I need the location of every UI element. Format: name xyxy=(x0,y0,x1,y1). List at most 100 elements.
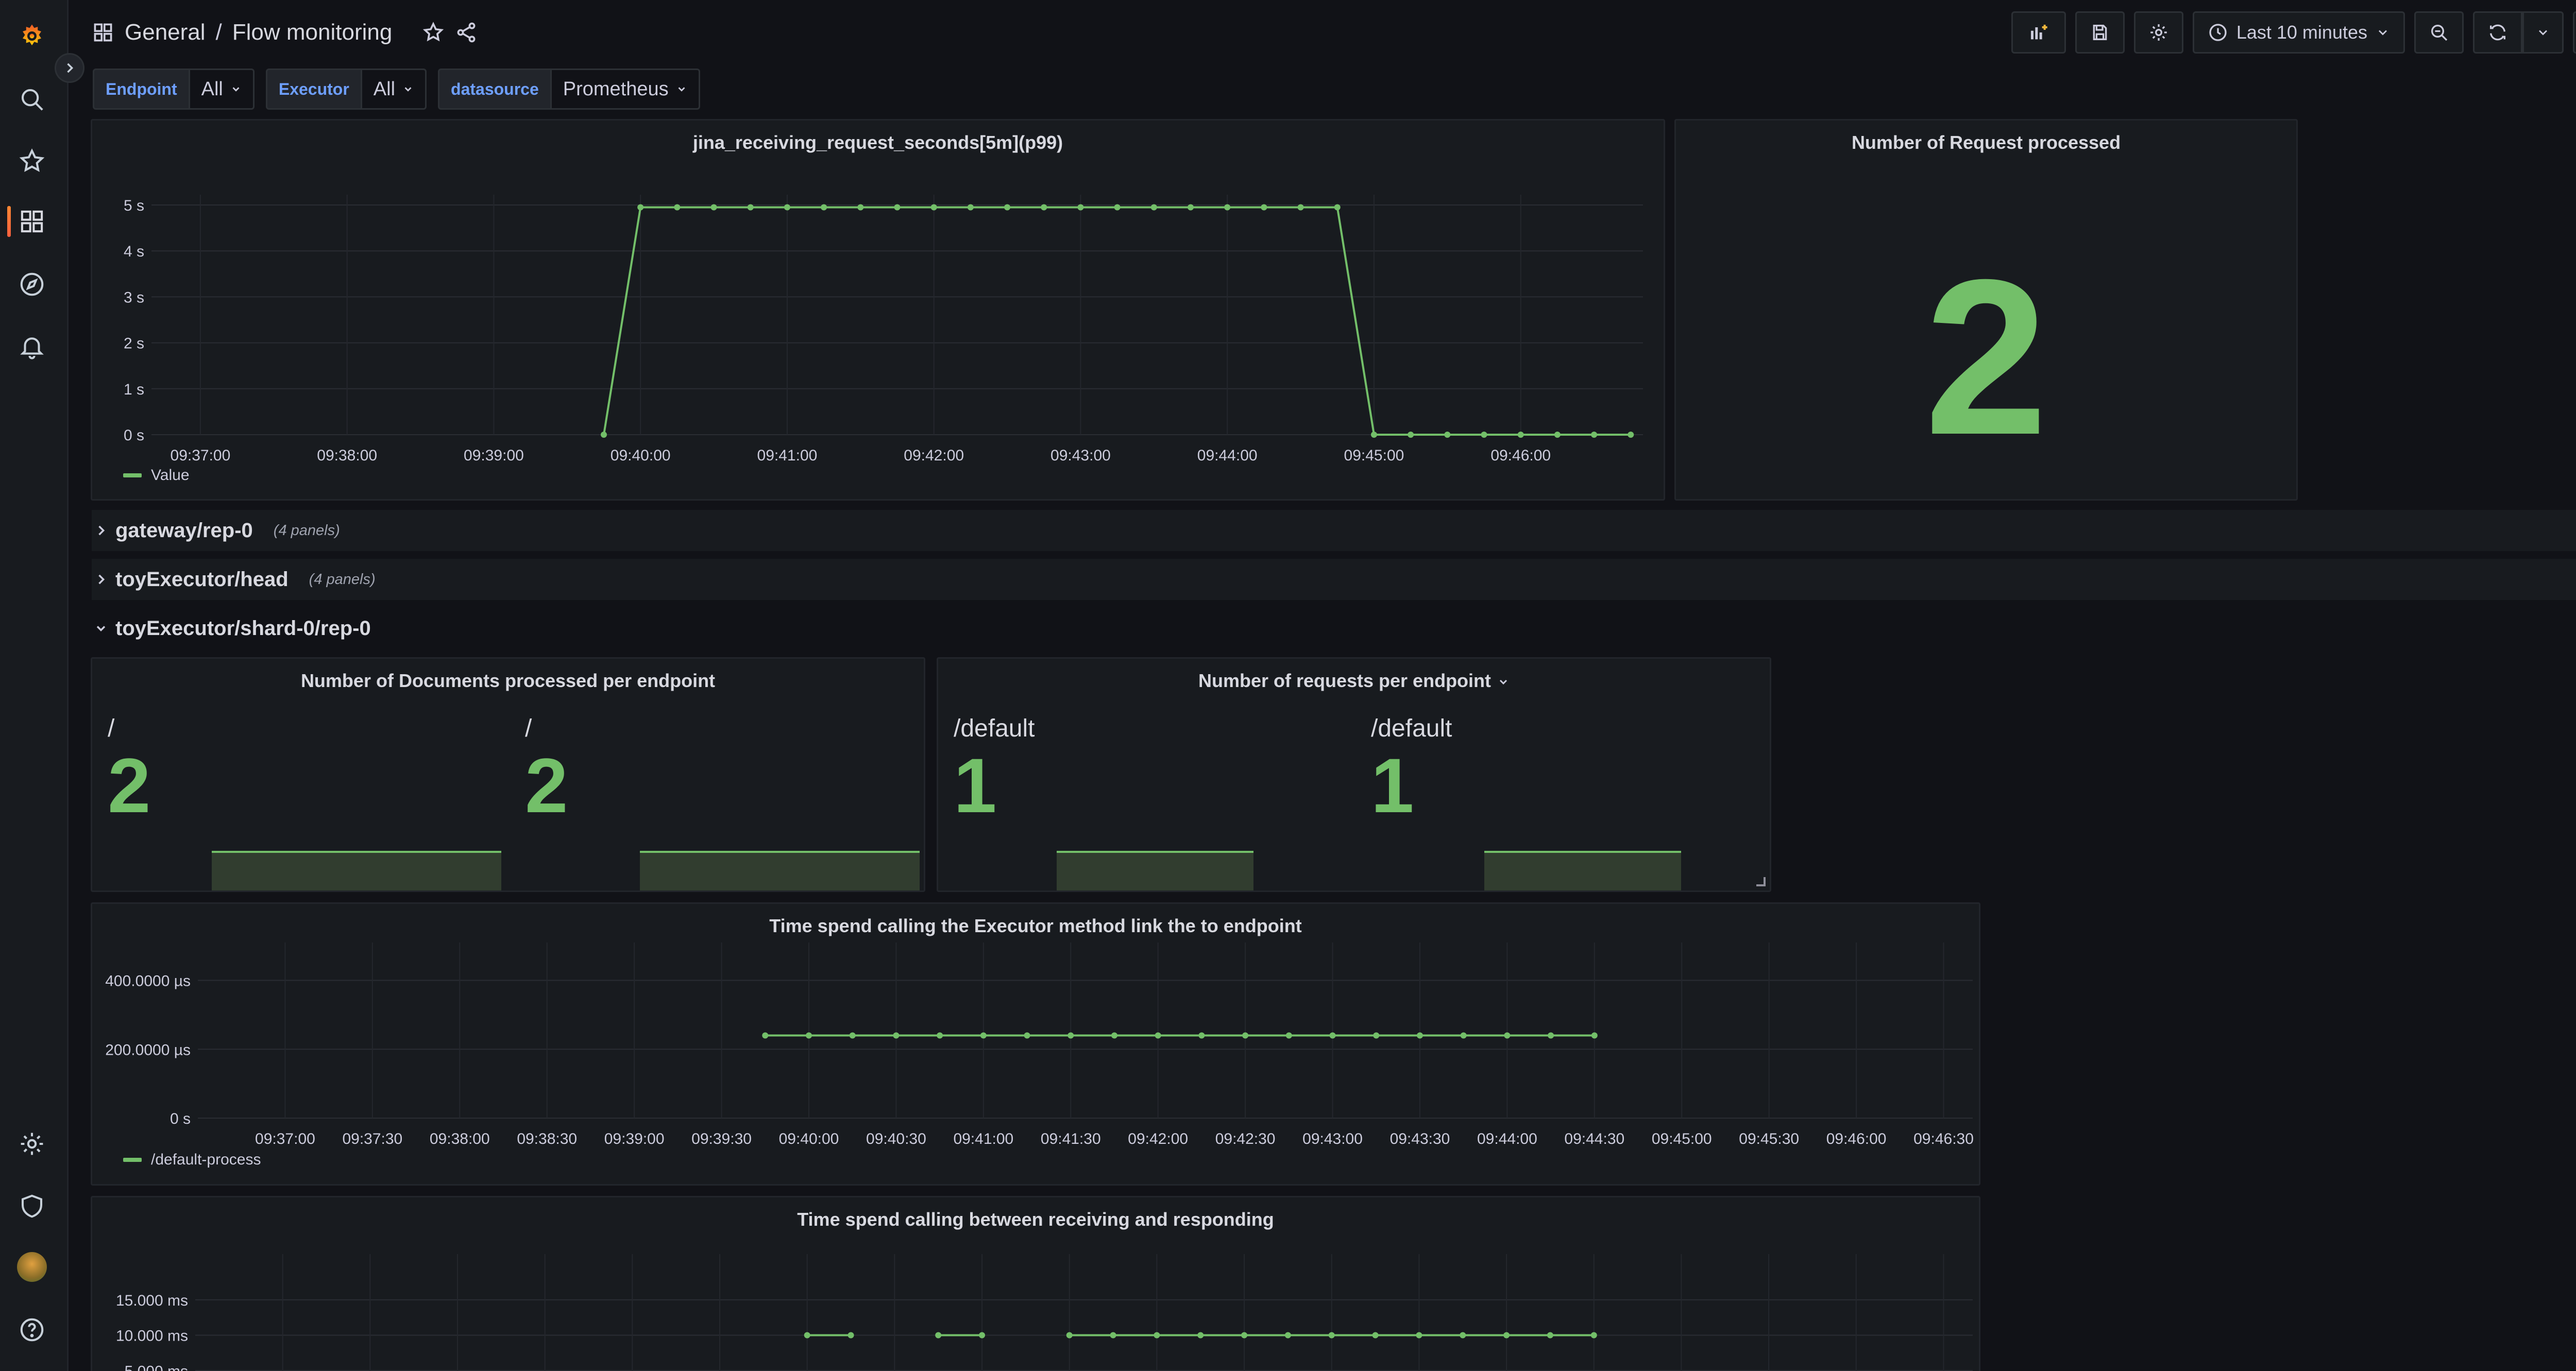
data-point xyxy=(857,204,864,211)
template-variables: Endpoint All Executor All datasource Pro… xyxy=(93,68,700,110)
stat-cell: / 2 xyxy=(108,714,150,824)
data-point xyxy=(1041,204,1047,211)
chevron-right-icon xyxy=(67,63,74,73)
refresh-icon xyxy=(2490,24,2505,41)
stat-name: / xyxy=(525,715,532,742)
x-tick-label: 09:42:30 xyxy=(1215,1130,1276,1147)
y-tick-label: 0 s xyxy=(124,427,144,444)
panel-title-text: Number of requests per endpoint xyxy=(1198,670,1492,691)
expand-menu-button[interactable] xyxy=(55,53,84,83)
configuration-gear-icon[interactable] xyxy=(16,1128,47,1159)
clock-icon xyxy=(2209,24,2227,41)
data-point xyxy=(1241,1332,1248,1339)
search-icon[interactable] xyxy=(16,84,47,115)
panel-title[interactable]: Number of requests per endpoint xyxy=(938,670,1770,692)
data-point xyxy=(979,1332,986,1339)
data-point xyxy=(1628,432,1634,438)
panel-title[interactable]: Time spend calling the Executor method l… xyxy=(769,915,1302,936)
x-tick-label: 09:38:00 xyxy=(317,447,377,464)
panel-executor-method-time[interactable]: Time spend calling the Executor method l… xyxy=(91,902,1980,1186)
legend-item[interactable]: /default-process xyxy=(123,1151,261,1169)
variable-label: Endpoint xyxy=(93,68,190,110)
server-admin-shield-icon[interactable] xyxy=(16,1191,47,1222)
y-tick-label: 200.0000 µs xyxy=(105,1041,191,1058)
chevron-down-icon[interactable] xyxy=(1497,676,1510,688)
user-avatar[interactable] xyxy=(17,1252,47,1282)
data-point xyxy=(1328,1332,1335,1339)
panel-p99-latency[interactable]: jina_receiving_request_seconds[5m](p99) … xyxy=(91,119,1665,501)
data-point xyxy=(848,1332,854,1339)
panel-resize-handle[interactable] xyxy=(1756,877,1766,886)
stat-value: 2 xyxy=(525,742,568,829)
data-point xyxy=(1224,204,1231,211)
variable-value: All xyxy=(373,78,396,100)
row-toyexecutor-head[interactable]: toyExecutor/head (4 panels) xyxy=(92,559,2576,600)
chevron-right-icon xyxy=(98,525,105,536)
row-panel-count: (4 panels) xyxy=(273,522,340,539)
legend-swatch xyxy=(123,473,142,477)
timeseries-chart: 0 s 200.0000 µs 400.0000 µs 09:37:00 09:37:3… xyxy=(105,942,1974,1147)
data-point xyxy=(1154,1332,1160,1339)
starred-icon[interactable] xyxy=(16,146,47,177)
data-point xyxy=(1066,1332,1073,1339)
row-title: toyExecutor/head xyxy=(115,568,289,591)
data-point xyxy=(1004,204,1011,211)
y-tick-label: 400.0000 µs xyxy=(105,973,191,990)
data-point xyxy=(967,204,974,211)
x-tick-label: 09:40:30 xyxy=(866,1130,926,1147)
variable-select-endpoint[interactable]: All xyxy=(190,68,255,110)
tv-mode-button[interactable] xyxy=(2573,11,2576,54)
stat-value: 1 xyxy=(954,742,997,829)
data-point xyxy=(1460,1032,1467,1039)
data-point xyxy=(849,1032,856,1039)
dashboard-grid-icon xyxy=(92,21,114,44)
data-point xyxy=(804,1332,810,1339)
row-gateway-rep-0[interactable]: gateway/rep-0 (4 panels) xyxy=(92,510,2576,551)
alerting-bell-icon[interactable] xyxy=(16,331,47,362)
panel-title[interactable]: Time spend calling between receiving and… xyxy=(797,1209,1274,1230)
dashboard-toolbar: Last 10 minutes xyxy=(2011,11,2576,54)
data-point xyxy=(1284,1332,1291,1339)
panel-title[interactable]: Number of Documents processed per endpoi… xyxy=(300,670,716,691)
data-point xyxy=(762,1032,769,1039)
help-icon[interactable] xyxy=(16,1314,47,1345)
dashboard-title[interactable]: Flow monitoring xyxy=(232,20,393,45)
legend-swatch xyxy=(123,1158,142,1162)
refresh-interval-dropdown[interactable] xyxy=(2522,11,2564,54)
panel-title[interactable]: Number of Request processed xyxy=(1851,132,2121,153)
dashboards-icon[interactable] xyxy=(16,206,47,237)
data-point xyxy=(1554,432,1561,438)
data-point xyxy=(980,1032,987,1039)
variable-select-executor[interactable]: All xyxy=(362,68,427,110)
zoom-out-button[interactable] xyxy=(2414,11,2464,54)
grafana-logo-icon[interactable] xyxy=(16,21,47,52)
explore-icon[interactable] xyxy=(16,269,47,300)
time-picker-button[interactable]: Last 10 minutes xyxy=(2192,11,2405,54)
save-dashboard-button[interactable] xyxy=(2075,11,2125,54)
row-toyexecutor-shard-0-rep-0[interactable]: toyExecutor/shard-0/rep-0 xyxy=(92,608,2576,649)
dashboard-settings-button[interactable] xyxy=(2133,11,2183,54)
stat-name: /default xyxy=(954,715,1035,742)
legend-item[interactable]: Value xyxy=(123,467,190,484)
chevron-down-icon xyxy=(96,626,106,631)
panel-requests-processed[interactable]: Number of Request processed 2 xyxy=(1674,119,2298,501)
x-tick-label: 09:41:30 xyxy=(1041,1130,1101,1147)
panel-title[interactable]: jina_receiving_request_seconds[5m](p99) xyxy=(692,132,1063,153)
data-point xyxy=(1067,1032,1074,1039)
refresh-button[interactable] xyxy=(2473,11,2522,54)
panel-receive-respond-time[interactable]: Time spend calling between receiving and… xyxy=(91,1196,1980,1371)
panel-requests-per-endpoint[interactable]: Number of requests per endpoint /default… xyxy=(937,657,1771,892)
data-point xyxy=(1373,1032,1380,1039)
variable-label: datasource xyxy=(438,68,552,110)
breadcrumb-folder-link[interactable]: General xyxy=(125,20,206,45)
star-dashboard-icon[interactable] xyxy=(422,21,445,44)
panel-documents-per-endpoint[interactable]: Number of Documents processed per endpoi… xyxy=(91,657,925,892)
data-point xyxy=(937,1032,943,1039)
share-icon[interactable] xyxy=(455,21,478,44)
add-panel-button[interactable] xyxy=(2011,11,2066,54)
data-point xyxy=(821,204,827,211)
variable-select-datasource[interactable]: Prometheus xyxy=(551,68,700,110)
data-point xyxy=(1150,204,1157,211)
y-tick-label: 10.000 ms xyxy=(116,1328,188,1345)
data-point xyxy=(710,204,717,211)
